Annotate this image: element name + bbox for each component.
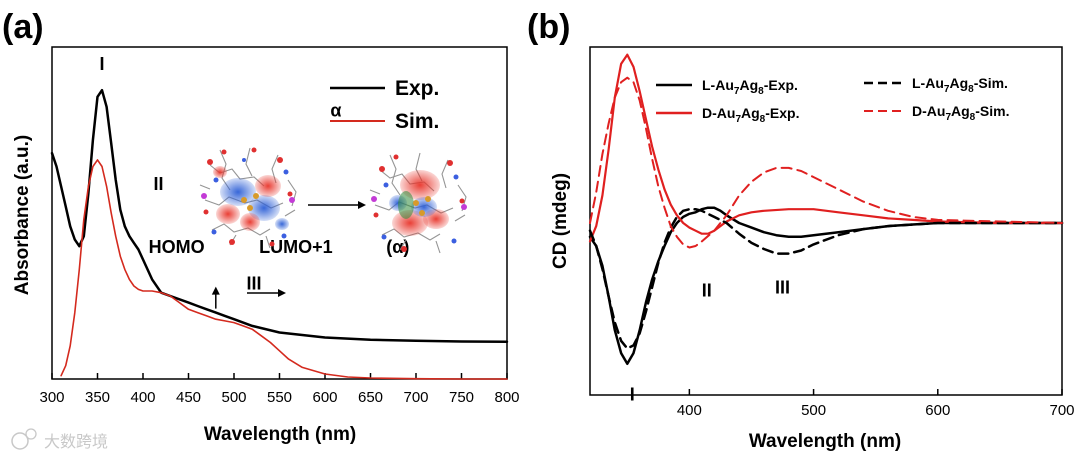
series-line-l-au7ag8-exp [588,206,1064,366]
x-tick-label-a-800: 800 [494,389,519,406]
series-line-sim [60,159,508,380]
x-tick-labels-b: 400 500 600 700 [677,402,1075,419]
annotation-a-HOMO: HOMO [149,237,205,257]
series-line-d-au7ag8-exp [588,53,1064,243]
orbital-transition-arrow-head [358,201,366,209]
annotation-a-II: II [153,174,163,194]
watermark-logo-icon [11,432,29,450]
x-tick-label-b-400: 400 [677,402,702,419]
x-tick-label-a-450: 450 [176,389,201,406]
panel-a-label: (a) [2,8,44,46]
y-axis-title-b: CD (mdeg) [550,173,571,269]
x-tick-label-a-350: 350 [85,389,110,406]
legend-label-d-exp: D-Au7Ag8-Exp. [702,105,799,125]
annotation-a-: α [330,101,341,121]
annotation-a-I: I [100,54,105,74]
series-line-exp [50,88,509,344]
y-axis-title-a: Absorbance (a.u.) [12,135,33,295]
annotations-b: III III [630,277,790,404]
annotation-b-I: I [630,384,635,404]
x-tick-label-a-400: 400 [130,389,155,406]
x-axis-title-b: Wavelength (nm) [749,431,901,452]
watermark-logo-icon-small [25,428,37,440]
x-axis-title-a: Wavelength (nm) [204,424,356,445]
watermark: 大数跨境 [11,428,108,451]
legend-label-l-exp: L-Au7Ag8-Exp. [702,77,798,97]
x-tick-label-a-550: 550 [267,389,292,406]
series-line-d-au7ag8-sim [589,76,1063,249]
x-tick-label-a-500: 500 [221,389,246,406]
panel-b: (b) 400 500 600 700 Wavelength (nm) CD (mde… [527,8,1075,452]
legend-label-d-sim: D-Au7Ag8-Sim. [912,103,1009,123]
legend-label-exp: Exp. [395,77,439,100]
x-tick-label-a-650: 650 [358,389,383,406]
x-tick-labels-a: 300 350 400 450 500 550 600 650 700 750 800 [39,389,519,406]
molecule-lumo-image [369,152,467,254]
transition-marker-arrow-head [211,286,220,295]
homo-lumo-arrow-head [278,289,286,297]
series-line-l-au7ag8-sim [588,207,1064,350]
x-tick-label-a-750: 750 [449,389,474,406]
x-tick-label-a-700: 700 [403,389,428,406]
series-group-a [50,88,509,380]
x-tick-label-a-600: 600 [312,389,337,406]
annotation-a-LUMO+1: LUMO+1 [259,237,333,257]
annotation-b-III: III [775,277,790,297]
x-tick-label-a-300: 300 [39,389,64,406]
x-tick-label-b-600: 600 [925,402,950,419]
legend-label-l-sim: L-Au7Ag8-Sim. [912,75,1008,95]
x-tick-label-b-700: 700 [1049,402,1074,419]
plot-frame-b [589,46,1063,396]
molecule-homo-image [199,147,297,249]
x-ticks-b [688,389,1063,395]
legend-label-sim: Sim. [395,110,439,133]
x-tick-label-b-500: 500 [801,402,826,419]
series-group-b [588,53,1064,366]
watermark-text: 大数跨境 [44,432,108,451]
panel-b-label: (b) [527,8,570,46]
annotation-b-II: II [702,280,712,300]
panel-a: (a) 300 350 400 450 500 550 600 650 700 750 800 Wa… [2,8,520,445]
annotation-a-III: III [247,273,262,293]
